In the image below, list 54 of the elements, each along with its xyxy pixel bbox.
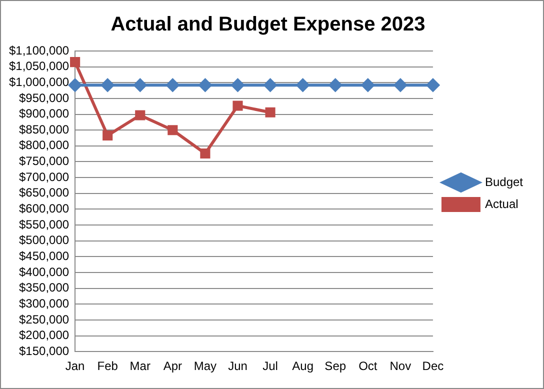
x-tick-label: Feb	[97, 359, 118, 374]
point	[168, 125, 178, 136]
chart-title: Actual and Budget Expense 2023	[110, 14, 426, 36]
x-tick-label: Dec	[422, 359, 444, 374]
y-tick-label: $1,000,000	[8, 74, 70, 89]
point	[102, 130, 113, 141]
x-tick-label: Mar	[130, 359, 150, 374]
point	[70, 57, 80, 68]
point	[200, 148, 210, 159]
y-tick-label: $950,000	[18, 90, 70, 105]
point	[135, 110, 146, 120]
y-tick-label: $300,000	[18, 296, 70, 310]
y-tick-label: $550,000	[18, 217, 70, 232]
y-tick-label: $350,000	[18, 280, 70, 295]
point	[166, 78, 180, 92]
y-tick-label: $750,000	[18, 154, 70, 168]
y-tick-label: $850,000	[18, 122, 70, 136]
point	[328, 78, 342, 92]
point	[296, 78, 310, 92]
x-tick-label: May	[194, 359, 217, 374]
y-tick-label: $650,000	[18, 186, 70, 200]
point	[101, 78, 114, 92]
point	[394, 78, 407, 92]
y-tick-label: $1,050,000	[8, 59, 70, 74]
y-tick-label: $450,000	[18, 248, 70, 263]
x-tick-label: Jul	[262, 359, 278, 374]
x-tick-label: Oct	[358, 359, 378, 374]
legend-label: Budget	[484, 174, 524, 189]
y-tick-label: $500,000	[18, 233, 70, 248]
point	[265, 107, 276, 118]
y-tick-label: $250,000	[18, 312, 70, 326]
point	[231, 78, 244, 92]
point	[232, 100, 243, 111]
y-tick-label: $150,000	[18, 344, 70, 358]
y-tick-label: $1,100,000	[8, 43, 70, 58]
y-tick-label: $200,000	[18, 328, 70, 342]
point	[426, 78, 440, 92]
x-tick-label: Jun	[228, 359, 248, 374]
point	[134, 78, 147, 92]
x-tick-label: Jan	[65, 359, 85, 374]
point	[264, 78, 277, 92]
y-tick-label: $900,000	[18, 106, 70, 121]
point	[198, 78, 212, 92]
x-tick-label: Sep	[324, 359, 346, 374]
y-tick-label: $800,000	[18, 138, 70, 152]
legend-label: Actual	[484, 196, 518, 211]
x-tick-label: Apr	[163, 359, 182, 374]
y-tick-label: $600,000	[18, 202, 70, 216]
x-tick-label: Nov	[390, 359, 412, 374]
y-tick-label: $700,000	[18, 170, 70, 184]
point	[68, 78, 82, 92]
y-tick-label: $400,000	[18, 264, 70, 279]
point	[361, 78, 374, 92]
x-tick-label: Aug	[292, 359, 314, 374]
